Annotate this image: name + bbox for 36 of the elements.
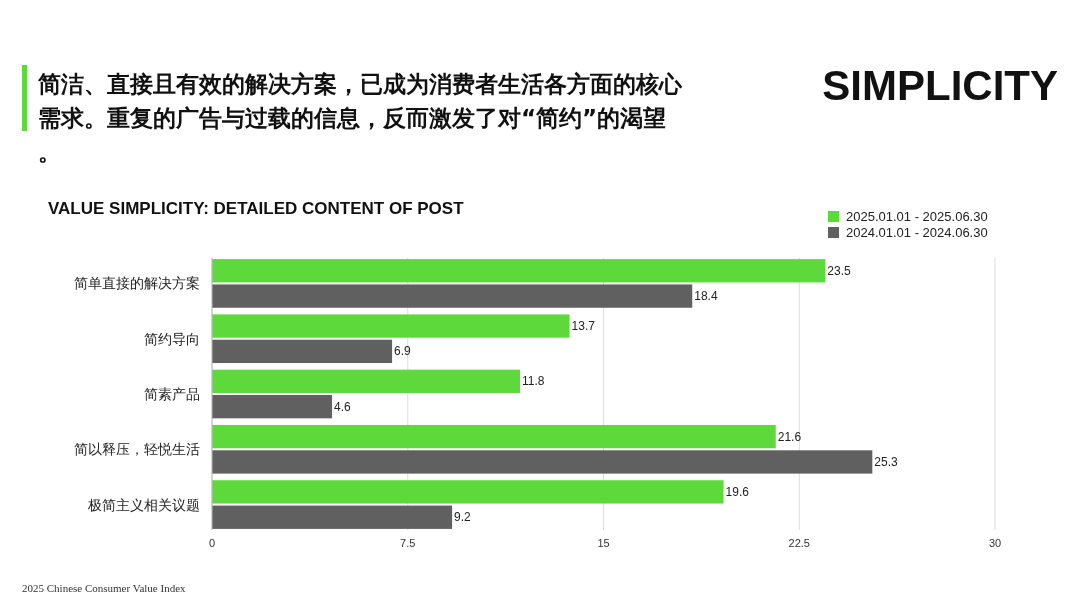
bar	[212, 369, 520, 393]
bar	[212, 480, 724, 504]
bar	[212, 424, 776, 449]
bar	[212, 284, 693, 308]
bar	[212, 314, 570, 338]
data-label: 4.6	[334, 399, 352, 414]
data-label: 25.3	[874, 454, 899, 469]
x-tick-label: 30	[988, 537, 1002, 549]
bar	[212, 339, 393, 364]
x-tick-label: 15	[597, 537, 610, 549]
y-tick-label: 简素产品	[144, 386, 200, 402]
y-tick-label: 简以释压，轻悦生活	[74, 441, 200, 458]
data-label: 23.5	[827, 263, 852, 278]
data-label: 21.6	[777, 429, 802, 444]
data-label: 18.4	[694, 289, 718, 304]
data-label: 13.7	[571, 319, 596, 334]
data-label: 19.6	[725, 484, 750, 499]
data-label: 9.2	[454, 510, 472, 525]
bar	[212, 505, 453, 529]
x-tick-label: 7.5	[400, 537, 416, 549]
data-label: 6.9	[394, 344, 412, 359]
bar	[212, 259, 826, 283]
data-label: 11.8	[521, 374, 545, 389]
chart-title: VALUE SIMPLICITY: DETAILED CONTENT OF POST	[48, 199, 465, 218]
y-tick-label: 极简主义相关议题	[87, 496, 200, 513]
y-tick-label: 简约导向	[144, 330, 200, 347]
legend-label: 2024.01.01 - 2024.06.30	[846, 225, 988, 240]
text: SIMPLICITY	[822, 62, 1058, 109]
text: 2025 Chinese Consumer Value Index	[22, 582, 187, 594]
x-tick-label: 22.5	[788, 537, 810, 549]
x-tick-label: 0	[208, 537, 216, 549]
legend-label: 2025.01.01 - 2025.06.30	[846, 209, 988, 224]
bar	[212, 395, 333, 419]
y-tick-label: 简单直接的解决方案	[74, 275, 200, 292]
bar	[212, 450, 873, 474]
chart-subtitle: 简洁、直接且有效的解决方案，已成为消费者生活各方面的核心需求。重复的广告与过载的信息，反而激发了对“简约”的渴望。	[37, 71, 683, 165]
